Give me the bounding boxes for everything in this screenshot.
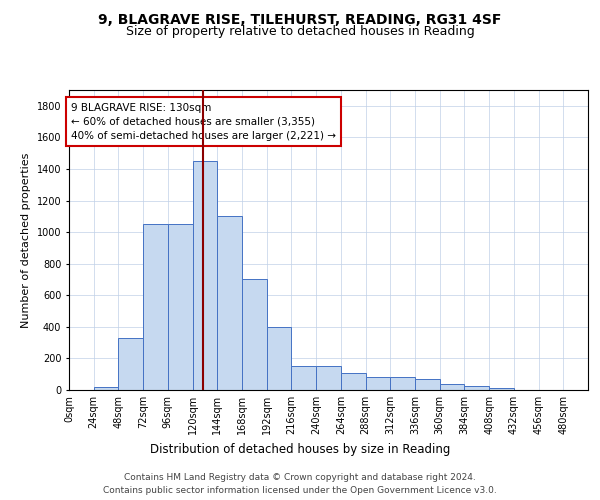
Bar	[267, 327, 292, 390]
Bar	[193, 161, 217, 390]
Bar	[341, 372, 365, 390]
Bar	[390, 378, 415, 390]
Text: 9 BLAGRAVE RISE: 130sqm
← 60% of detached houses are smaller (3,355)
40% of semi: 9 BLAGRAVE RISE: 130sqm ← 60% of detache…	[71, 102, 336, 141]
Text: Size of property relative to detached houses in Reading: Size of property relative to detached ho…	[125, 25, 475, 38]
Text: Distribution of detached houses by size in Reading: Distribution of detached houses by size …	[150, 442, 450, 456]
Bar	[118, 338, 143, 390]
Bar	[440, 384, 464, 390]
Bar	[143, 224, 168, 390]
Text: 9, BLAGRAVE RISE, TILEHURST, READING, RG31 4SF: 9, BLAGRAVE RISE, TILEHURST, READING, RG…	[98, 12, 502, 26]
Bar	[242, 280, 267, 390]
Bar	[464, 386, 489, 390]
Bar	[415, 379, 440, 390]
Text: Contains HM Land Registry data © Crown copyright and database right 2024.: Contains HM Land Registry data © Crown c…	[124, 472, 476, 482]
Bar	[365, 378, 390, 390]
Text: Contains public sector information licensed under the Open Government Licence v3: Contains public sector information licen…	[103, 486, 497, 495]
Bar	[489, 388, 514, 390]
Y-axis label: Number of detached properties: Number of detached properties	[21, 152, 31, 328]
Bar	[217, 216, 242, 390]
Bar	[168, 224, 193, 390]
Bar	[94, 387, 118, 390]
Bar	[292, 366, 316, 390]
Bar	[316, 366, 341, 390]
